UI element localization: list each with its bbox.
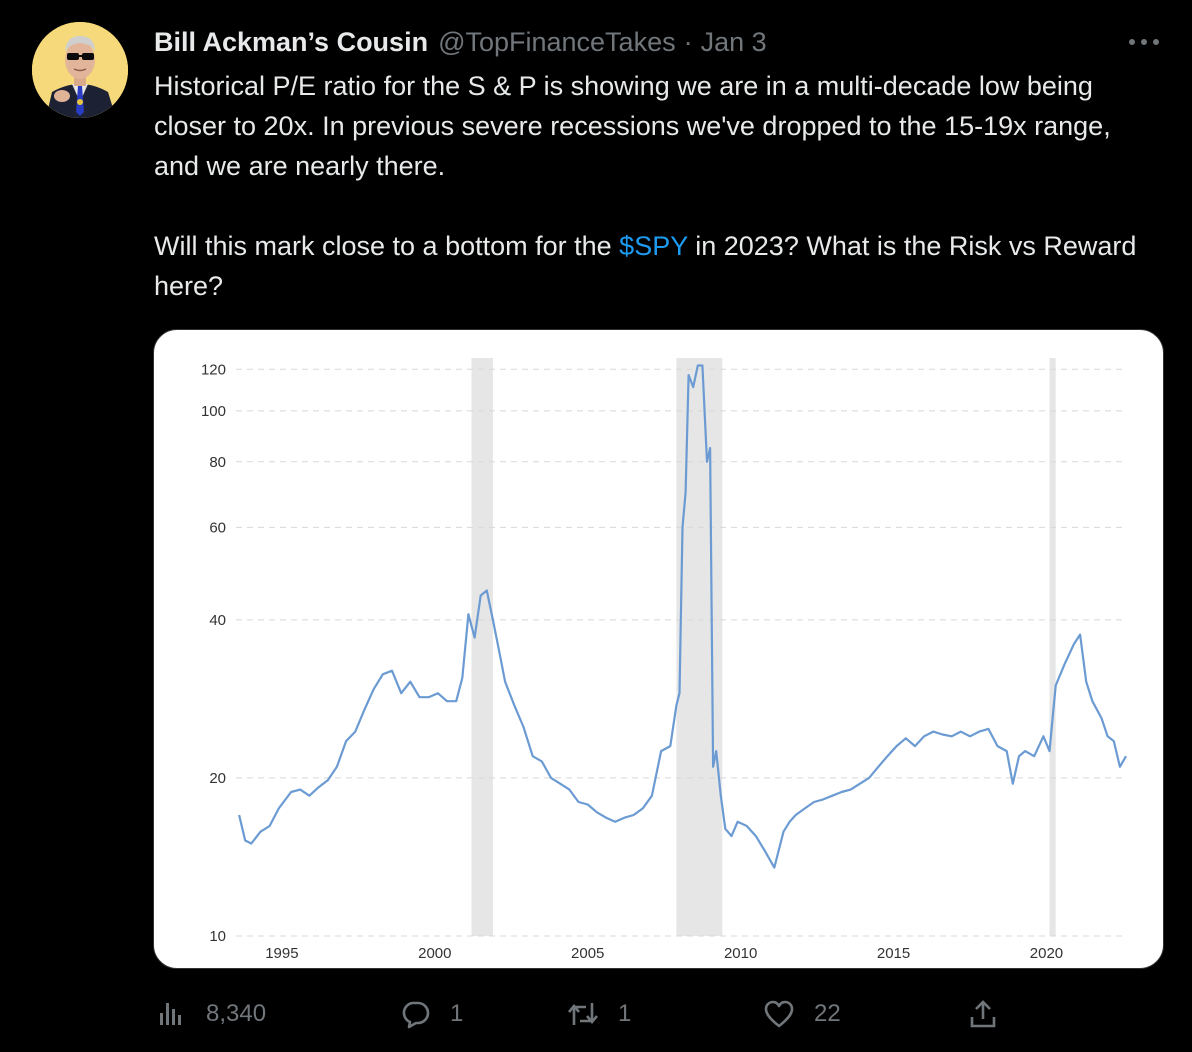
x-tick-label: 2010: [724, 945, 757, 962]
user-handle[interactable]: @TopFinanceTakes: [438, 26, 676, 57]
x-tick-label: 2005: [571, 945, 604, 962]
y-tick-label: 60: [209, 519, 226, 536]
tweet-header: Bill Ackman’s Cousin @TopFinanceTakes · …: [154, 24, 767, 60]
display-name[interactable]: Bill Ackman’s Cousin: [154, 26, 429, 57]
chart-image[interactable]: 10 20 40 60 80 100 120 1995 2000 2005 2010 2015 2020: [153, 329, 1164, 969]
like-count: 22: [814, 1000, 841, 1027]
y-tick-label: 100: [201, 403, 226, 420]
tweet-actions: 8,340 1 1: [154, 994, 1014, 1034]
tweet-text: Historical P/E ratio for the S & P is sh…: [154, 66, 1159, 306]
tweet-paragraph-1: Historical P/E ratio for the S & P is sh…: [154, 71, 1111, 181]
recession-band: [1049, 358, 1056, 936]
pe-ratio-chart: 10 20 40 60 80 100 120 1995 2000 2005 2010 2015 2020: [201, 358, 1127, 962]
y-tick-label: 40: [209, 612, 226, 629]
y-tick-label: 80: [209, 454, 226, 471]
views-button[interactable]: 8,340: [154, 994, 266, 1034]
separator-dot: ·: [683, 26, 693, 57]
retweet-count: 1: [618, 1000, 632, 1027]
tweet-paragraph-2-end: in 2023? What is the Risk vs Reward here…: [154, 231, 1137, 301]
x-tick-label: 2000: [418, 945, 451, 962]
reply-icon: [398, 997, 432, 1031]
tweet-date[interactable]: Jan 3: [700, 26, 767, 57]
heart-icon: [762, 997, 796, 1031]
views-chart-icon: [154, 997, 188, 1031]
retweet-button[interactable]: 1: [566, 994, 631, 1034]
recession-band: [676, 358, 723, 936]
share-icon: [966, 997, 1000, 1031]
views-count: 8,340: [206, 1000, 267, 1027]
reply-count: 1: [450, 1000, 464, 1027]
y-tick-label: 10: [209, 928, 226, 945]
reply-button[interactable]: 1: [398, 994, 463, 1034]
recession-band: [471, 358, 493, 936]
y-tick-label: 20: [209, 770, 226, 787]
x-tick-label: 1995: [265, 945, 298, 962]
x-tick-label: 2020: [1030, 945, 1063, 962]
more-icon[interactable]: [1126, 24, 1162, 54]
like-button[interactable]: 22: [762, 994, 841, 1034]
pe-ratio-line: [238, 364, 1127, 869]
share-button[interactable]: [966, 994, 1000, 1034]
tweet-paragraph-2: Will this mark close to a bottom for the…: [154, 226, 1159, 306]
cashtag-link[interactable]: $SPY: [619, 231, 688, 261]
tweet-paragraph-2-start: Will this mark close to a bottom for the: [154, 231, 620, 261]
retweet-icon: [566, 997, 600, 1031]
avatar[interactable]: [32, 22, 128, 118]
y-tick-label: 120: [201, 361, 226, 378]
x-tick-label: 2015: [877, 945, 910, 962]
